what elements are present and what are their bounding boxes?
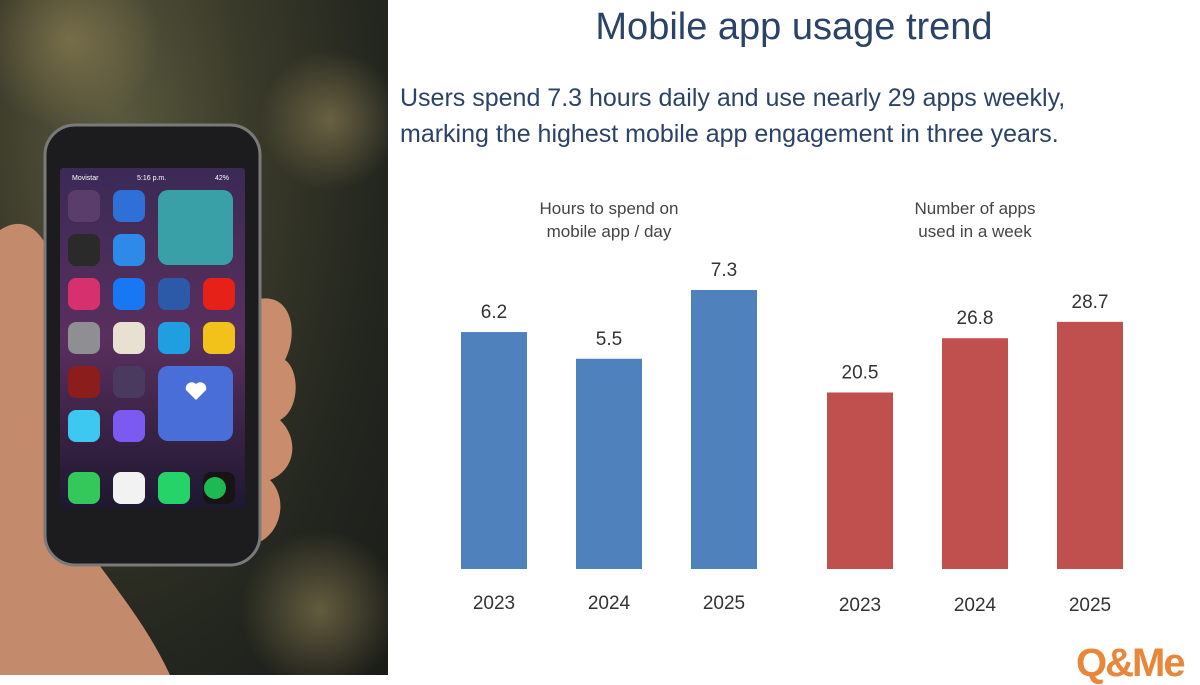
page-subtitle: Users spend 7.3 hours daily and use near… — [400, 80, 1190, 152]
x-tick-label-2025: 2025 — [703, 593, 745, 614]
chart-title-line-2: mobile app / day — [547, 222, 672, 241]
chart-panel: Mobile app usage trend Users spend 7.3 h… — [388, 0, 1200, 675]
x-tick-label-2024: 2024 — [588, 593, 631, 614]
subtitle-line-1: Users spend 7.3 hours daily and use near… — [400, 84, 1066, 112]
chart-title-line-2: used in a week — [918, 222, 1032, 241]
app-icon-grid — [68, 190, 235, 504]
heart-icon — [185, 382, 207, 400]
subtitle-line-2: marking the highest mobile app engagemen… — [400, 120, 1059, 148]
page-title: Mobile app usage trend — [595, 6, 993, 48]
phone-carrier: Movistar — [72, 175, 99, 182]
x-tick-label-2024: 2024 — [954, 595, 997, 616]
bar-charts: Hours to spend on mobile app / day 6.2 20… — [461, 199, 1123, 616]
bar-2023 — [461, 332, 527, 569]
phone-battery: 42% — [215, 175, 229, 182]
x-tick-label-2023: 2023 — [839, 595, 881, 616]
x-tick-label-2025: 2025 — [1069, 595, 1111, 616]
phone-photo: Movistar 5:16 p.m. 42% — [0, 0, 388, 675]
brand-logo: Q&Me — [1076, 641, 1186, 685]
phone-time: 5:16 p.m. — [137, 175, 166, 182]
chart-title-line-1: Number of apps — [915, 199, 1036, 218]
value-label-2023: 6.2 — [481, 302, 507, 323]
phone-illustration: Movistar 5:16 p.m. 42% — [0, 0, 388, 675]
apps-per-week-chart: Number of apps used in a week 20.5 2023 26… — [827, 199, 1123, 616]
value-label-2024: 5.5 — [596, 329, 622, 350]
bar-2025 — [691, 290, 757, 569]
chart-title-line-1: Hours to spend on — [540, 199, 679, 218]
bar-2024 — [576, 358, 642, 569]
value-label-2024: 26.8 — [957, 308, 994, 329]
value-label-2025: 28.7 — [1072, 292, 1109, 313]
value-label-2025: 7.3 — [711, 260, 737, 281]
hours-per-day-chart: Hours to spend on mobile app / day 6.2 20… — [461, 199, 757, 614]
x-tick-label-2023: 2023 — [473, 593, 515, 614]
bar-2023 — [827, 392, 893, 569]
bar-2024 — [942, 338, 1008, 569]
bar-2025 — [1057, 321, 1123, 569]
value-label-2023: 20.5 — [842, 362, 879, 383]
